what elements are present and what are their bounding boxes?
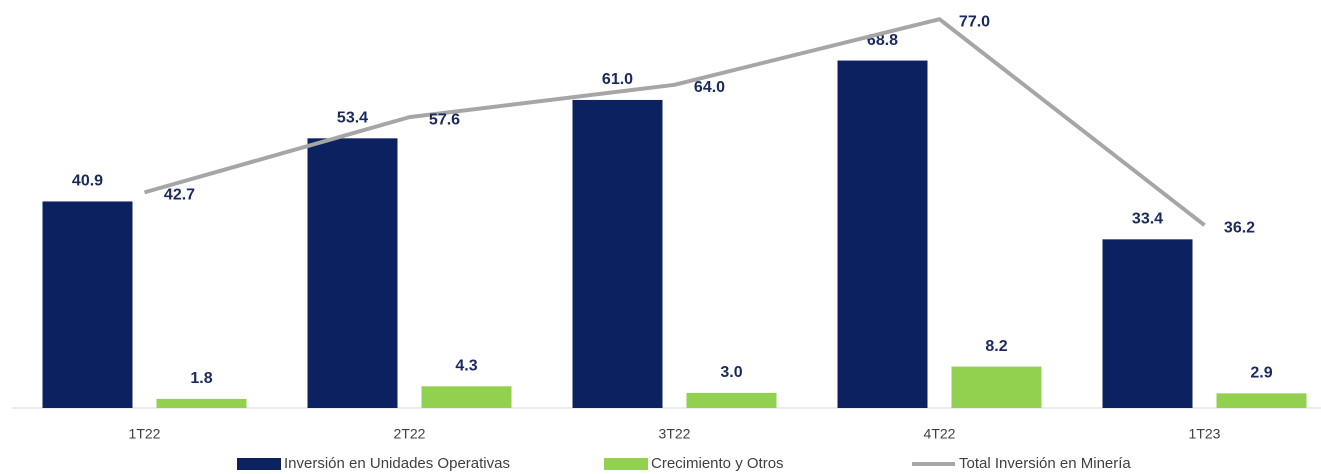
data-label: 36.2 — [1224, 219, 1255, 236]
data-label: 53.4 — [337, 110, 368, 127]
bar — [156, 398, 247, 408]
data-label: 2.9 — [1250, 365, 1272, 382]
data-label: 64.0 — [694, 79, 725, 96]
legend-label: Crecimiento y Otros — [651, 455, 784, 472]
bar — [837, 60, 928, 409]
data-label: 3.0 — [720, 364, 742, 381]
bar — [951, 366, 1042, 408]
data-label: 33.4 — [1132, 211, 1163, 228]
line — [143, 17, 1206, 227]
x-tick-label: 1T23 — [1189, 426, 1221, 442]
legend-swatch — [604, 458, 648, 470]
legend-label: Inversión en Unidades Operativas — [284, 455, 510, 472]
data-label: 57.6 — [429, 111, 460, 128]
bar — [686, 392, 777, 408]
x-tick-label: 4T22 — [924, 426, 956, 442]
data-label: 4.3 — [455, 358, 477, 375]
bar — [421, 386, 512, 408]
data-label: 40.9 — [72, 173, 103, 190]
data-label: 61.0 — [602, 71, 633, 88]
x-tick-label: 1T22 — [129, 426, 161, 442]
bar — [42, 201, 133, 408]
legend-swatch — [237, 458, 281, 470]
data-label: 1.8 — [190, 370, 212, 387]
data-label: 8.2 — [985, 338, 1007, 355]
data-label: 77.0 — [959, 13, 990, 30]
bar — [572, 99, 663, 408]
legend-label: Total Inversión en Minería — [959, 455, 1131, 472]
bar — [307, 138, 398, 408]
data-label: 42.7 — [164, 187, 195, 204]
x-tick-label: 3T22 — [659, 426, 691, 442]
x-tick-label: 2T22 — [394, 426, 426, 442]
bar — [1102, 239, 1193, 408]
bar — [1216, 393, 1307, 408]
